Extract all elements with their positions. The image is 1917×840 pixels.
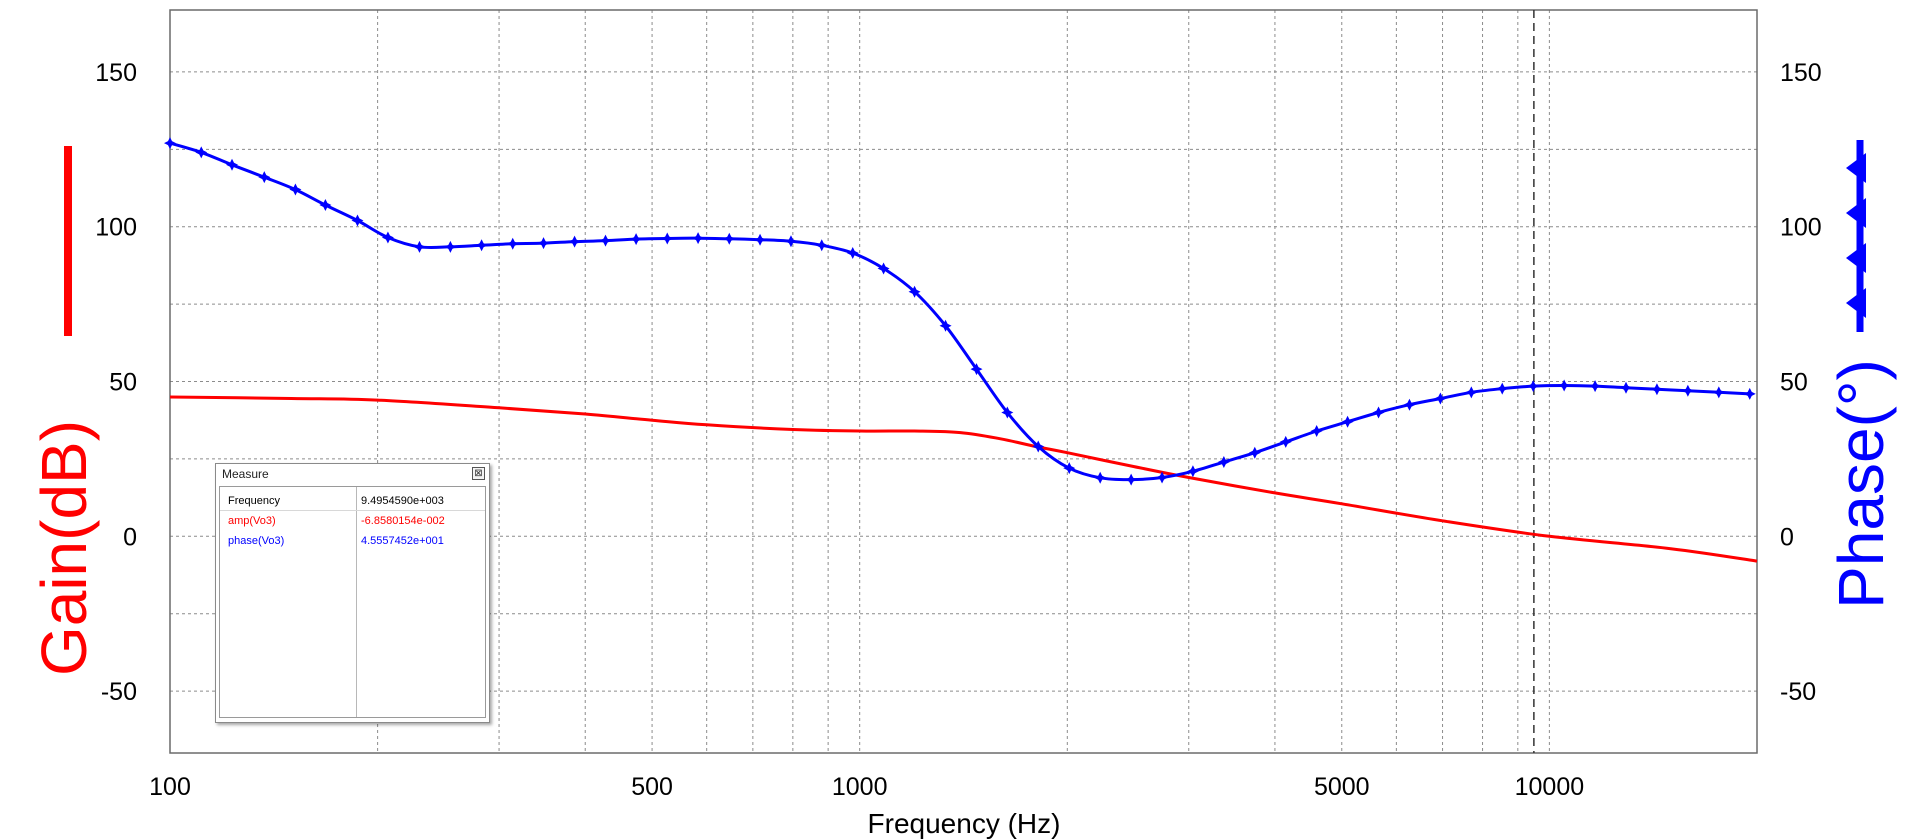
measure-row-amp: amp(Vo3) -6.8580154e-002 (220, 512, 485, 530)
data-point-marker (537, 237, 550, 250)
data-point-marker (1465, 386, 1478, 399)
data-point-marker (258, 171, 271, 184)
data-point-marker (877, 262, 890, 275)
data-point-marker (1279, 435, 1292, 448)
y-left-tick-label: 100 (95, 214, 137, 242)
data-point-marker (1712, 386, 1725, 399)
measure-column-divider (356, 487, 357, 717)
y-right-tick-label: -50 (1780, 678, 1816, 706)
measure-value: 9.4954590e+003 (361, 495, 444, 507)
data-point-marker (226, 158, 239, 171)
data-point-marker (1681, 384, 1694, 397)
x-tick-label: 5000 (1314, 773, 1370, 801)
measure-value: 4.5557452e+001 (361, 535, 444, 547)
y-right-tick-label: 150 (1780, 59, 1822, 87)
y-right-tick-label: 0 (1780, 523, 1794, 551)
measure-label: amp(Vo3) (228, 515, 276, 527)
measure-label: phase(Vo3) (228, 535, 285, 547)
measure-row-frequency: Frequency 9.4954590e+003 (220, 492, 485, 511)
data-point-marker (1063, 462, 1076, 475)
phase-legend-arrow (1846, 153, 1866, 183)
data-point-marker (630, 233, 643, 246)
data-point-marker (1001, 406, 1014, 419)
data-point-marker (319, 199, 332, 212)
data-point-marker (1496, 382, 1509, 395)
phase-legend-arrow (1846, 198, 1866, 228)
data-point-marker (475, 239, 488, 252)
measure-label: Frequency (228, 495, 280, 507)
data-point-marker (1186, 465, 1199, 478)
series-line-amp-vo3 (169, 395, 1758, 563)
data-point-marker (754, 233, 767, 246)
data-point-marker (908, 285, 921, 298)
data-point-marker (1125, 473, 1138, 486)
data-point-marker (1310, 425, 1323, 438)
data-point-marker (1589, 380, 1602, 393)
x-tick-label: 100 (149, 773, 191, 801)
x-tick-label: 10000 (1515, 773, 1585, 801)
y-right-tick-label: 100 (1780, 214, 1822, 242)
data-point-marker (381, 231, 394, 244)
phase-legend-arrow (1846, 243, 1866, 273)
series-line-phase-vo3 (169, 141, 1750, 482)
data-point-marker (1650, 383, 1663, 396)
x-tick-label: 500 (631, 773, 673, 801)
data-point-marker (661, 232, 674, 245)
data-point-marker (815, 239, 828, 252)
data-point-marker (1372, 406, 1385, 419)
data-point-marker (444, 240, 457, 253)
x-tick-label: 1000 (832, 773, 888, 801)
y-axis-left-title: Gain(dB) (28, 420, 100, 676)
close-icon[interactable]: ⊠ (472, 467, 485, 480)
data-point-marker (846, 247, 859, 260)
data-point-marker (413, 240, 426, 253)
data-point-marker (568, 235, 581, 248)
y-right-tick-label: 50 (1780, 369, 1808, 397)
data-point-marker (1094, 471, 1107, 484)
data-point-marker (351, 214, 364, 227)
measure-value: -6.8580154e-002 (361, 515, 445, 527)
data-point-marker (1248, 446, 1261, 459)
y-left-tick-label: -50 (101, 678, 137, 706)
data-point-marker (164, 137, 176, 150)
measure-title: Measure (222, 467, 269, 481)
data-point-marker (195, 146, 208, 159)
measure-panel[interactable]: Measure ⊠ Frequency 9.4954590e+003 amp(V… (215, 463, 490, 723)
data-point-marker (784, 235, 797, 248)
data-point-marker (939, 319, 952, 332)
y-left-tick-label: 50 (109, 369, 137, 397)
data-point-marker (1743, 387, 1756, 400)
data-point-marker (970, 363, 983, 376)
y-left-tick-label: 150 (95, 59, 137, 87)
measure-row-phase: phase(Vo3) 4.5557452e+001 (220, 532, 485, 550)
data-point-marker (506, 237, 519, 250)
data-point-marker (289, 183, 302, 196)
phase-legend-marker (1846, 140, 1866, 332)
measure-table: Frequency 9.4954590e+003 amp(Vo3) -6.858… (219, 486, 486, 718)
grid-lines (170, 10, 1757, 753)
data-point-marker (692, 232, 705, 245)
y-left-tick-label: 0 (123, 523, 137, 551)
data-point-marker (723, 232, 736, 245)
plot-frame (169, 9, 1758, 754)
data-point-marker (599, 234, 612, 247)
phase-legend-arrow (1846, 288, 1866, 318)
data-point-marker (1217, 455, 1230, 468)
x-axis-title: Frequency (Hz) (868, 808, 1061, 839)
data-point-marker (1403, 398, 1416, 411)
data-point-marker (1156, 471, 1169, 484)
data-point-marker (1527, 380, 1540, 393)
data-point-marker (1434, 392, 1447, 405)
data-point-marker (1032, 440, 1045, 453)
y-axis-right-title: Phase(°) (1825, 359, 1897, 609)
data-point-marker (1558, 379, 1571, 392)
data-point-marker (1341, 415, 1354, 428)
data-point-marker (1620, 381, 1633, 394)
series-layer (164, 137, 1758, 563)
measure-titlebar[interactable]: Measure ⊠ (216, 464, 489, 484)
